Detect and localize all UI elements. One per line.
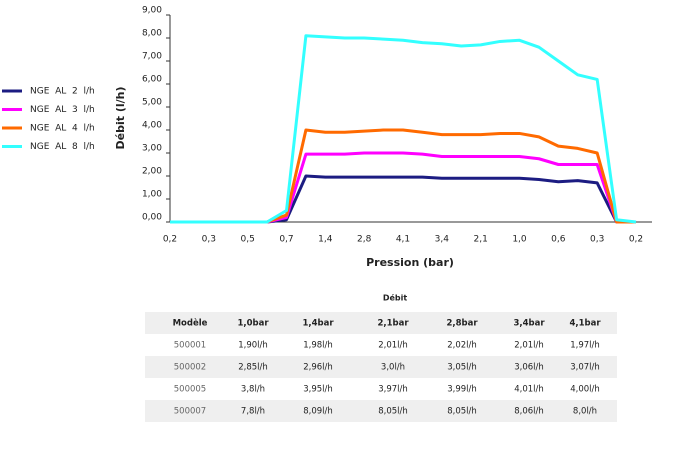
y-tick-label: 5,00: [142, 98, 162, 108]
series-line: [170, 174, 636, 224]
legend-label: NGE AL 8 l/h: [30, 142, 95, 152]
table-cell: 4,01l/h: [514, 385, 544, 395]
table-cell: 1,98l/h: [303, 341, 333, 351]
table-cell: 3,95l/h: [303, 385, 333, 395]
y-tick-label: 2,00: [142, 167, 162, 177]
legend-label: NGE AL 4 l/h: [30, 124, 95, 134]
table-cell: 3,99l/h: [447, 385, 477, 395]
table-header-cell: Modèle: [173, 318, 208, 329]
table-cell: 2,85l/h: [238, 363, 268, 373]
table-cell: 8,09l/h: [303, 407, 333, 417]
y-tick-label: 9,00: [142, 6, 162, 16]
y-tick-label: 7,00: [142, 52, 162, 62]
table-cell: 1,97l/h: [570, 341, 600, 351]
y-tick-label: 8,00: [142, 29, 162, 39]
series-line: [170, 151, 636, 224]
table-cell: 2,02l/h: [447, 341, 477, 351]
table-cell: 3,8l/h: [241, 385, 265, 395]
y-tick-label: 1,00: [142, 190, 162, 200]
x-tick-label: 0,2: [163, 235, 177, 245]
x-axis-title: Pression (bar): [366, 256, 454, 269]
x-tick-label: 3,4: [435, 235, 450, 245]
table-header-cell: 1,0bar: [237, 319, 269, 329]
legend-label: NGE AL 2 l/h: [30, 87, 95, 97]
table-cell: 2,01l/h: [514, 341, 544, 351]
table-cell: 4,00l/h: [570, 385, 600, 395]
y-tick-label: 6,00: [142, 75, 162, 85]
table-header-cell: 1,4bar: [302, 319, 334, 329]
legend-label: NGE AL 3 l/h: [30, 105, 95, 115]
x-tick-label: 0,2: [629, 235, 643, 245]
table-row-bg: [145, 312, 617, 334]
table-header-cell: 2,1bar: [377, 319, 409, 329]
table-row-bg: [145, 356, 617, 378]
table-cell: 1,90l/h: [238, 341, 268, 351]
table-cell: 2,96l/h: [303, 363, 333, 373]
x-tick-label: 0,7: [279, 235, 293, 245]
table-cell: 8,05l/h: [378, 407, 408, 417]
y-axis-title: Débit (l/h): [114, 87, 127, 150]
table-cell: 8,0l/h: [573, 407, 597, 417]
table-cell: 8,06l/h: [514, 407, 544, 417]
x-tick-label: 0,3: [202, 235, 216, 245]
table-cell: 500005: [174, 385, 206, 395]
x-tick-label: 4,1: [396, 235, 410, 245]
table-header-cell: 4,1bar: [569, 319, 601, 329]
table-cell: 3,06l/h: [514, 363, 544, 373]
table-header-cell: 3,4bar: [513, 319, 545, 329]
table-title: Débit: [383, 293, 408, 303]
y-tick-label: 3,00: [142, 144, 162, 154]
table-cell: 500007: [174, 407, 206, 417]
series-line: [170, 34, 637, 224]
table-cell: 500001: [174, 341, 206, 351]
table-row-bg: [145, 400, 617, 422]
y-tick-label: 4,00: [142, 121, 162, 131]
x-tick-label: 0,3: [590, 235, 604, 245]
table-cell: 3,07l/h: [570, 363, 600, 373]
table-cell: 8,05l/h: [447, 407, 477, 417]
table-cell: 7,8l/h: [241, 407, 265, 417]
y-tick-label: 0,00: [142, 213, 162, 223]
x-tick-label: 1,0: [512, 235, 527, 245]
table-cell: 2,01l/h: [378, 341, 408, 351]
table-cell: 500002: [174, 363, 206, 373]
x-tick-label: 0,6: [551, 235, 566, 245]
table-cell: 3,97l/h: [378, 385, 408, 395]
x-tick-label: 2,1: [474, 235, 488, 245]
table-cell: 3,0l/h: [381, 363, 405, 373]
table-header-cell: 2,8bar: [446, 319, 478, 329]
x-tick-label: 0,5: [241, 235, 255, 245]
table-cell: 3,05l/h: [447, 363, 477, 373]
x-tick-label: 2,8: [357, 235, 372, 245]
x-tick-label: 1,4: [318, 235, 333, 245]
